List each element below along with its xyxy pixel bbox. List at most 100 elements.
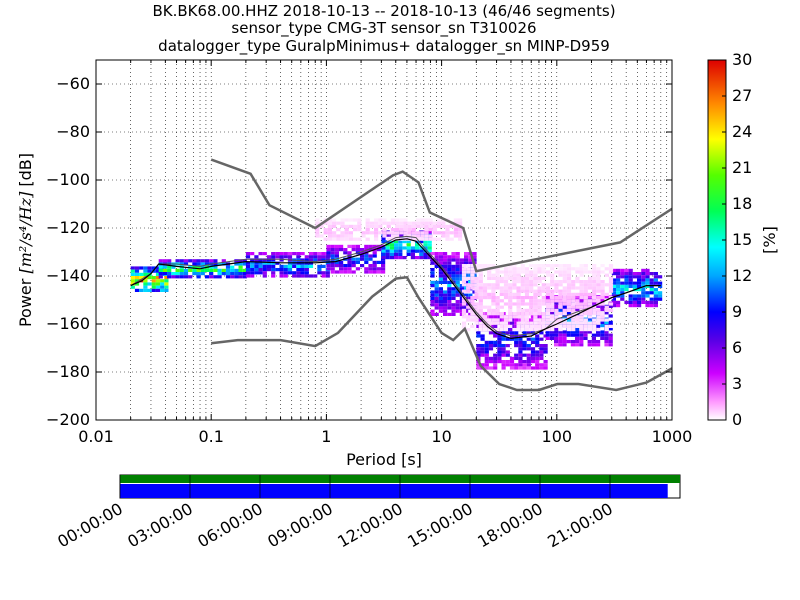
psd-density-cell bbox=[147, 269, 152, 273]
psd-density-cell bbox=[512, 302, 517, 306]
psd-density-cell bbox=[389, 246, 394, 250]
timeline-coverage: 00:00:0003:00:0006:00:0009:00:0012:00:00… bbox=[54, 474, 681, 551]
mode-curve bbox=[130, 235, 661, 337]
psd-density-cell bbox=[514, 340, 519, 344]
psd-density-cell bbox=[587, 302, 593, 306]
timeline-tick-label: 09:00:00 bbox=[264, 499, 336, 551]
psd-density-cell bbox=[130, 266, 135, 270]
psd-density-cell bbox=[562, 280, 567, 284]
psd-density-cell bbox=[466, 267, 471, 271]
psd-density-cell bbox=[443, 303, 448, 307]
psd-density-cell bbox=[151, 282, 156, 286]
psd-density-cell bbox=[382, 231, 387, 235]
psd-density-cell bbox=[512, 267, 517, 271]
psd-density-cell bbox=[558, 280, 563, 284]
psd-density-cell bbox=[372, 254, 377, 258]
psd-density-cell bbox=[558, 299, 563, 303]
psd-density-cell bbox=[474, 321, 479, 325]
psd-density-cell bbox=[596, 333, 601, 337]
psd-density-cell bbox=[430, 309, 435, 313]
psd-density-cell bbox=[472, 255, 477, 259]
psd-density-cell bbox=[526, 356, 531, 360]
psd-density-cell bbox=[213, 265, 218, 269]
psd-density-cell bbox=[550, 264, 555, 268]
psd-density-cell bbox=[583, 280, 588, 284]
psd-density-cell bbox=[250, 264, 255, 268]
y-axis-label-math: [m²/s⁴/Hz] bbox=[16, 191, 35, 274]
psd-density-cell bbox=[279, 274, 284, 278]
psd-density-cell bbox=[340, 221, 345, 225]
psd-density-cell bbox=[600, 289, 605, 293]
psd-density-cell bbox=[512, 264, 517, 268]
psd-density-cell bbox=[348, 218, 353, 222]
psd-density-cell bbox=[497, 344, 502, 348]
psd-density-cell bbox=[406, 249, 411, 253]
psd-density-cell bbox=[497, 356, 502, 360]
psd-density-cell bbox=[308, 274, 314, 278]
psd-density-cell bbox=[283, 255, 288, 259]
colorbar-tick-label: 12 bbox=[732, 266, 752, 285]
psd-density-cell bbox=[533, 321, 538, 325]
psd-density-cell bbox=[389, 252, 394, 256]
psd-density-cell bbox=[550, 308, 555, 312]
psd-density-cell bbox=[488, 356, 494, 360]
psd-density-cell bbox=[394, 256, 399, 260]
psd-density-cell bbox=[491, 264, 496, 268]
psd-density-cell bbox=[518, 337, 523, 341]
psd-density-cell bbox=[443, 300, 448, 304]
psd-density-cell bbox=[192, 268, 197, 272]
psd-density-cell bbox=[592, 292, 597, 296]
psd-density-cell bbox=[225, 275, 231, 279]
psd-density-cell bbox=[520, 328, 525, 332]
psd-density-cell bbox=[522, 334, 527, 338]
psd-density-cell bbox=[499, 276, 504, 280]
psd-density-cell bbox=[526, 331, 531, 335]
psd-density-cell bbox=[488, 340, 494, 344]
colorbar-tick-label: 21 bbox=[732, 158, 752, 177]
psd-density-cell bbox=[491, 292, 496, 296]
psd-density-cell bbox=[549, 311, 554, 315]
psd-density-cell bbox=[242, 272, 247, 276]
psd-density-cell bbox=[451, 293, 456, 297]
psd-density-cell bbox=[451, 306, 456, 310]
psd-density-cell bbox=[637, 294, 642, 298]
psd-density-cell bbox=[550, 315, 555, 319]
psd-density-cell bbox=[415, 243, 420, 247]
psd-density-cell bbox=[539, 353, 544, 357]
psd-density-cell bbox=[637, 281, 642, 285]
psd-density-cell bbox=[653, 278, 658, 282]
psd-density-cell bbox=[558, 292, 563, 296]
psd-density-cell bbox=[245, 271, 251, 275]
psd-density-cell bbox=[447, 255, 452, 259]
psd-density-cell bbox=[549, 330, 554, 334]
psd-density-cell bbox=[424, 231, 429, 235]
psd-density-cell bbox=[155, 279, 161, 283]
psd-density-cell bbox=[571, 283, 576, 287]
psd-density-cell bbox=[587, 315, 593, 319]
y-tick-label: −60 bbox=[56, 74, 90, 93]
psd-density-cell bbox=[317, 255, 322, 259]
psd-density-cell bbox=[476, 350, 481, 354]
psd-density-cell bbox=[608, 264, 614, 268]
psd-density-cell bbox=[336, 234, 341, 238]
psd-density-cell bbox=[213, 268, 218, 272]
psd-density-cell bbox=[434, 290, 439, 294]
psd-density-cell bbox=[512, 328, 517, 332]
psd-density-cell bbox=[167, 268, 172, 272]
psd-density-cell bbox=[151, 276, 156, 280]
psd-density-cell bbox=[403, 218, 408, 222]
psd-density-cell bbox=[537, 280, 542, 284]
psd-density-cell bbox=[447, 287, 452, 291]
psd-density-cell bbox=[645, 300, 650, 304]
psd-density-cell bbox=[321, 255, 326, 259]
psd-density-cell bbox=[558, 308, 563, 312]
psd-density-cell bbox=[155, 269, 161, 273]
psd-density-cell bbox=[221, 272, 226, 276]
psd-density-cell bbox=[508, 267, 513, 271]
psd-density-cell bbox=[545, 289, 551, 293]
psd-density-cell bbox=[545, 283, 551, 287]
psd-density-cell bbox=[438, 293, 443, 297]
psd-density-cell bbox=[447, 271, 452, 275]
psd-density-cell bbox=[628, 304, 633, 308]
psd-density-cell bbox=[554, 286, 559, 290]
